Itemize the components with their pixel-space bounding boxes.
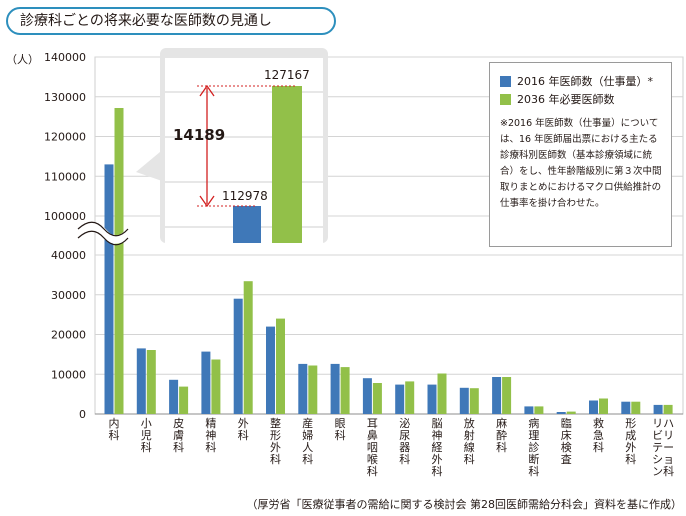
callout-pointer xyxy=(136,152,165,182)
bar-2016 xyxy=(266,326,275,414)
axis-break xyxy=(75,221,131,246)
y-axis-ticks: 0 10000 20000 30000 40000 100000 110000 120000 1… xyxy=(44,51,86,421)
x-tick-label: 眼科 xyxy=(334,417,346,442)
source-note: （厚労省「医療従事者の需給に関する検討会 第28回医師需給分科会」資料を基に作成… xyxy=(246,498,683,511)
legend-swatch-2036 xyxy=(500,93,511,105)
x-tick-label: 小児科 xyxy=(140,417,152,454)
y-tick-label: 110000 xyxy=(44,170,86,183)
x-tick-label: 精神科 xyxy=(205,417,217,454)
bar-2036 xyxy=(534,406,544,414)
bar-2036 xyxy=(631,401,641,414)
y-tick-label: 30000 xyxy=(51,289,86,302)
x-tick-label: 形成外科 xyxy=(625,417,637,466)
callout-difference-value: 14189 xyxy=(173,126,225,144)
bar-2036 xyxy=(437,373,447,414)
bar-2036 xyxy=(663,404,673,414)
bar-2036 xyxy=(340,367,350,414)
bars xyxy=(104,108,673,414)
bar-2016 xyxy=(201,351,211,414)
x-tick-label: 臨床検査 xyxy=(560,417,572,466)
bar-2036 xyxy=(179,386,189,414)
bar-2016 xyxy=(330,363,340,414)
y-tick-label: 140000 xyxy=(44,51,86,64)
bar-2016 xyxy=(104,164,114,414)
bar-2016 xyxy=(362,378,372,414)
legend-note: ※2016 年医師数（仕事量）については、16 年医師届出票における主たる診療科… xyxy=(500,118,662,209)
legend-item-2036: 2036 年必要医師数 xyxy=(500,90,663,108)
legend-swatch-2016 xyxy=(500,75,511,87)
bar-2016 xyxy=(589,400,598,414)
bar-2036 xyxy=(308,365,318,414)
bar-2036 xyxy=(566,411,576,414)
legend-item-2016: 2016 年医師数（仕事量）* xyxy=(500,72,663,90)
x-tick-label: 脳神経外科 xyxy=(431,417,443,478)
x-tick-label: 皮膚科 xyxy=(173,417,185,454)
x-tick-label: 泌尿器科 xyxy=(399,417,411,466)
bar-2036 xyxy=(243,281,253,414)
x-tick-label: 放射線科 xyxy=(463,417,475,466)
bar-2036 xyxy=(146,350,156,414)
bar-2016 xyxy=(621,401,631,414)
x-tick-label: リハビリテーション科 xyxy=(652,417,675,478)
x-tick-label: 内科 xyxy=(108,417,120,442)
y-tick-label: 20000 xyxy=(51,329,86,342)
bar-2016 xyxy=(136,348,146,414)
bar-2016 xyxy=(653,404,663,414)
bar-2016 xyxy=(492,377,502,414)
callout-bar-2016 xyxy=(233,206,261,243)
bar-2016 xyxy=(427,384,437,414)
callout-value-2036: 127167 xyxy=(264,68,310,82)
bar-2036 xyxy=(502,377,512,414)
legend: 2016 年医師数（仕事量）* 2036 年必要医師数 ※2016 年医師数（仕… xyxy=(489,62,672,247)
bar-2016 xyxy=(459,387,469,414)
bar-2036 xyxy=(114,108,124,414)
x-tick-label: 整形外科 xyxy=(270,417,281,466)
bar-2016 xyxy=(233,298,243,414)
y-tick-label: 120000 xyxy=(44,131,86,144)
callout-value-2016: 112978 xyxy=(222,189,268,203)
x-tick-label: 麻酔科 xyxy=(496,417,508,454)
x-tick-label: 産婦人科 xyxy=(302,417,314,466)
bar-2036 xyxy=(599,398,608,414)
inset-callout: 127167 112978 14189 xyxy=(136,48,328,243)
bar-2036 xyxy=(372,383,382,414)
bar-2016 xyxy=(556,412,566,414)
bar-2036 xyxy=(211,359,221,414)
bar-2016 xyxy=(298,363,308,414)
bar-2016 xyxy=(169,379,179,414)
y-tick-label: 40000 xyxy=(51,249,86,262)
x-tick-label: 外科 xyxy=(237,417,249,442)
x-tick-label: 救急科 xyxy=(593,417,604,454)
chart-title: 診療科ごとの将来必要な医師数の見通し xyxy=(6,7,336,35)
bar-2016 xyxy=(395,384,405,414)
callout-bar-2036 xyxy=(272,86,302,243)
y-tick-label: 130000 xyxy=(44,91,86,104)
x-tick-label: 病理診断科 xyxy=(528,417,540,478)
bar-2036 xyxy=(276,318,285,414)
y-tick-label: 0 xyxy=(79,408,86,421)
bar-2036 xyxy=(469,388,479,414)
legend-label-2016: 2016 年医師数（仕事量）* xyxy=(517,75,653,88)
bar-2016 xyxy=(524,406,534,414)
y-tick-label: 10000 xyxy=(51,368,86,381)
x-tick-label: 耳鼻咽喉科 xyxy=(366,417,378,478)
y-tick-label: 100000 xyxy=(44,210,86,223)
legend-label-2036: 2036 年必要医師数 xyxy=(517,93,615,106)
y-axis-label: （人） xyxy=(6,53,39,66)
bar-2036 xyxy=(405,381,415,414)
